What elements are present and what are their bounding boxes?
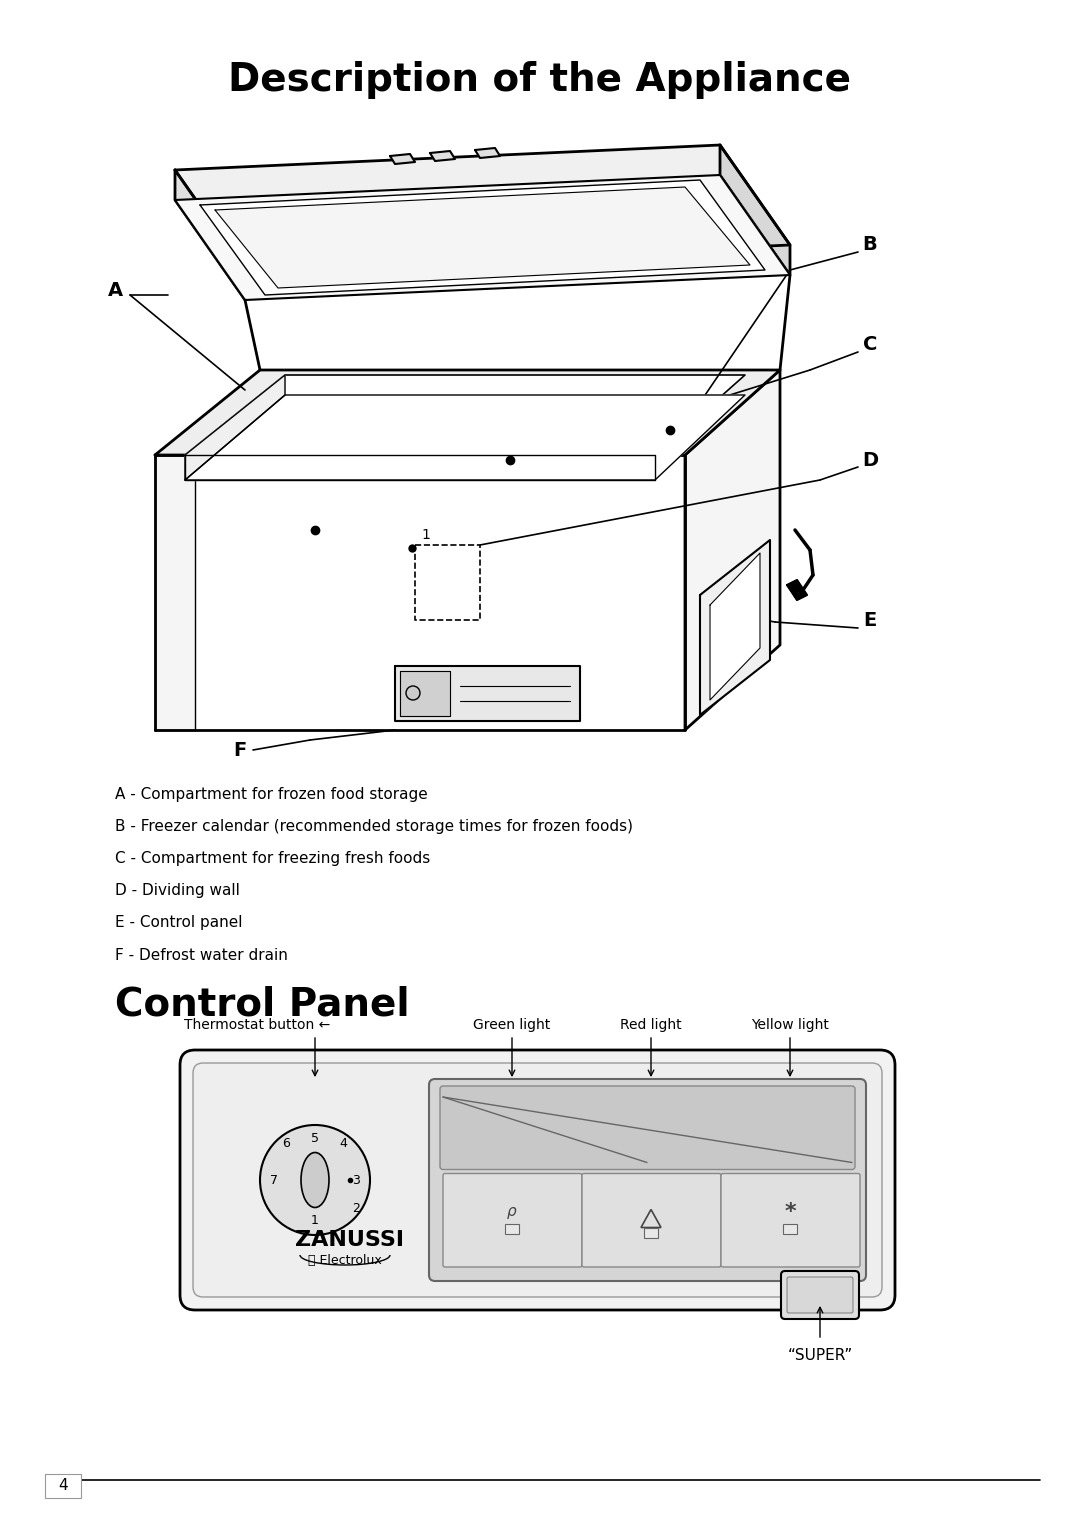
Text: 5: 5 [311, 1132, 319, 1146]
Polygon shape [720, 145, 789, 275]
Text: Thermostat button ←: Thermostat button ← [184, 1018, 330, 1032]
Circle shape [260, 1125, 370, 1235]
Polygon shape [710, 552, 760, 700]
Text: 2: 2 [352, 1202, 360, 1215]
FancyBboxPatch shape [505, 1224, 519, 1233]
Text: C - Compartment for freezing fresh foods: C - Compartment for freezing fresh foods [114, 852, 430, 867]
Polygon shape [685, 369, 780, 729]
Polygon shape [175, 169, 245, 301]
Polygon shape [156, 369, 780, 455]
Text: Yellow light: Yellow light [751, 1018, 829, 1032]
Text: B - Freezer calendar (recommended storage times for frozen foods): B - Freezer calendar (recommended storag… [114, 819, 633, 835]
Text: F: F [233, 740, 246, 760]
Text: F - Defrost water drain: F - Defrost water drain [114, 948, 288, 963]
Polygon shape [175, 175, 789, 301]
Text: “SUPER”: “SUPER” [787, 1347, 852, 1363]
Polygon shape [475, 148, 500, 159]
Polygon shape [175, 145, 789, 270]
Text: D - Dividing wall: D - Dividing wall [114, 884, 240, 899]
Text: E - Control panel: E - Control panel [114, 916, 243, 931]
Text: 4: 4 [340, 1137, 348, 1149]
FancyBboxPatch shape [582, 1173, 721, 1267]
Text: 3: 3 [352, 1173, 360, 1187]
Text: 1: 1 [421, 528, 430, 542]
Polygon shape [156, 455, 685, 729]
Text: C: C [863, 336, 877, 354]
FancyBboxPatch shape [783, 1224, 797, 1233]
Text: B: B [863, 235, 877, 255]
Text: D: D [862, 450, 878, 470]
FancyBboxPatch shape [180, 1050, 895, 1309]
Ellipse shape [301, 1152, 329, 1207]
Polygon shape [185, 375, 745, 455]
Text: *: * [784, 1201, 796, 1221]
Polygon shape [700, 540, 770, 716]
Polygon shape [185, 455, 654, 481]
Polygon shape [200, 180, 765, 295]
Polygon shape [185, 375, 285, 481]
Polygon shape [395, 665, 580, 720]
FancyBboxPatch shape [644, 1227, 658, 1238]
Text: ZANUSSI: ZANUSSI [296, 1230, 405, 1250]
Text: Green light: Green light [473, 1018, 551, 1032]
FancyBboxPatch shape [443, 1173, 582, 1267]
Polygon shape [156, 455, 195, 729]
Text: Red light: Red light [620, 1018, 681, 1032]
Text: 7: 7 [270, 1173, 278, 1187]
Polygon shape [430, 151, 455, 162]
Text: 6: 6 [282, 1137, 291, 1149]
FancyBboxPatch shape [721, 1173, 860, 1267]
Circle shape [406, 687, 420, 700]
FancyBboxPatch shape [429, 1079, 866, 1280]
Text: A - Compartment for frozen food storage: A - Compartment for frozen food storage [114, 787, 428, 803]
FancyBboxPatch shape [440, 1087, 855, 1169]
Text: A: A [107, 281, 122, 299]
FancyBboxPatch shape [787, 1277, 853, 1312]
FancyBboxPatch shape [45, 1474, 81, 1499]
Text: Description of the Appliance: Description of the Appliance [229, 61, 851, 99]
Text: 4: 4 [58, 1479, 68, 1494]
Polygon shape [215, 188, 750, 288]
Text: ρ: ρ [508, 1204, 517, 1219]
Text: 1: 1 [311, 1215, 319, 1227]
Polygon shape [390, 154, 415, 163]
Text: Control Panel: Control Panel [114, 986, 409, 1024]
Text: E: E [863, 610, 877, 630]
Polygon shape [787, 580, 807, 600]
FancyBboxPatch shape [781, 1271, 859, 1318]
Text: ⓜ Electrolux: ⓜ Electrolux [308, 1253, 382, 1267]
FancyBboxPatch shape [193, 1064, 882, 1297]
Polygon shape [400, 671, 450, 716]
Polygon shape [185, 395, 745, 481]
